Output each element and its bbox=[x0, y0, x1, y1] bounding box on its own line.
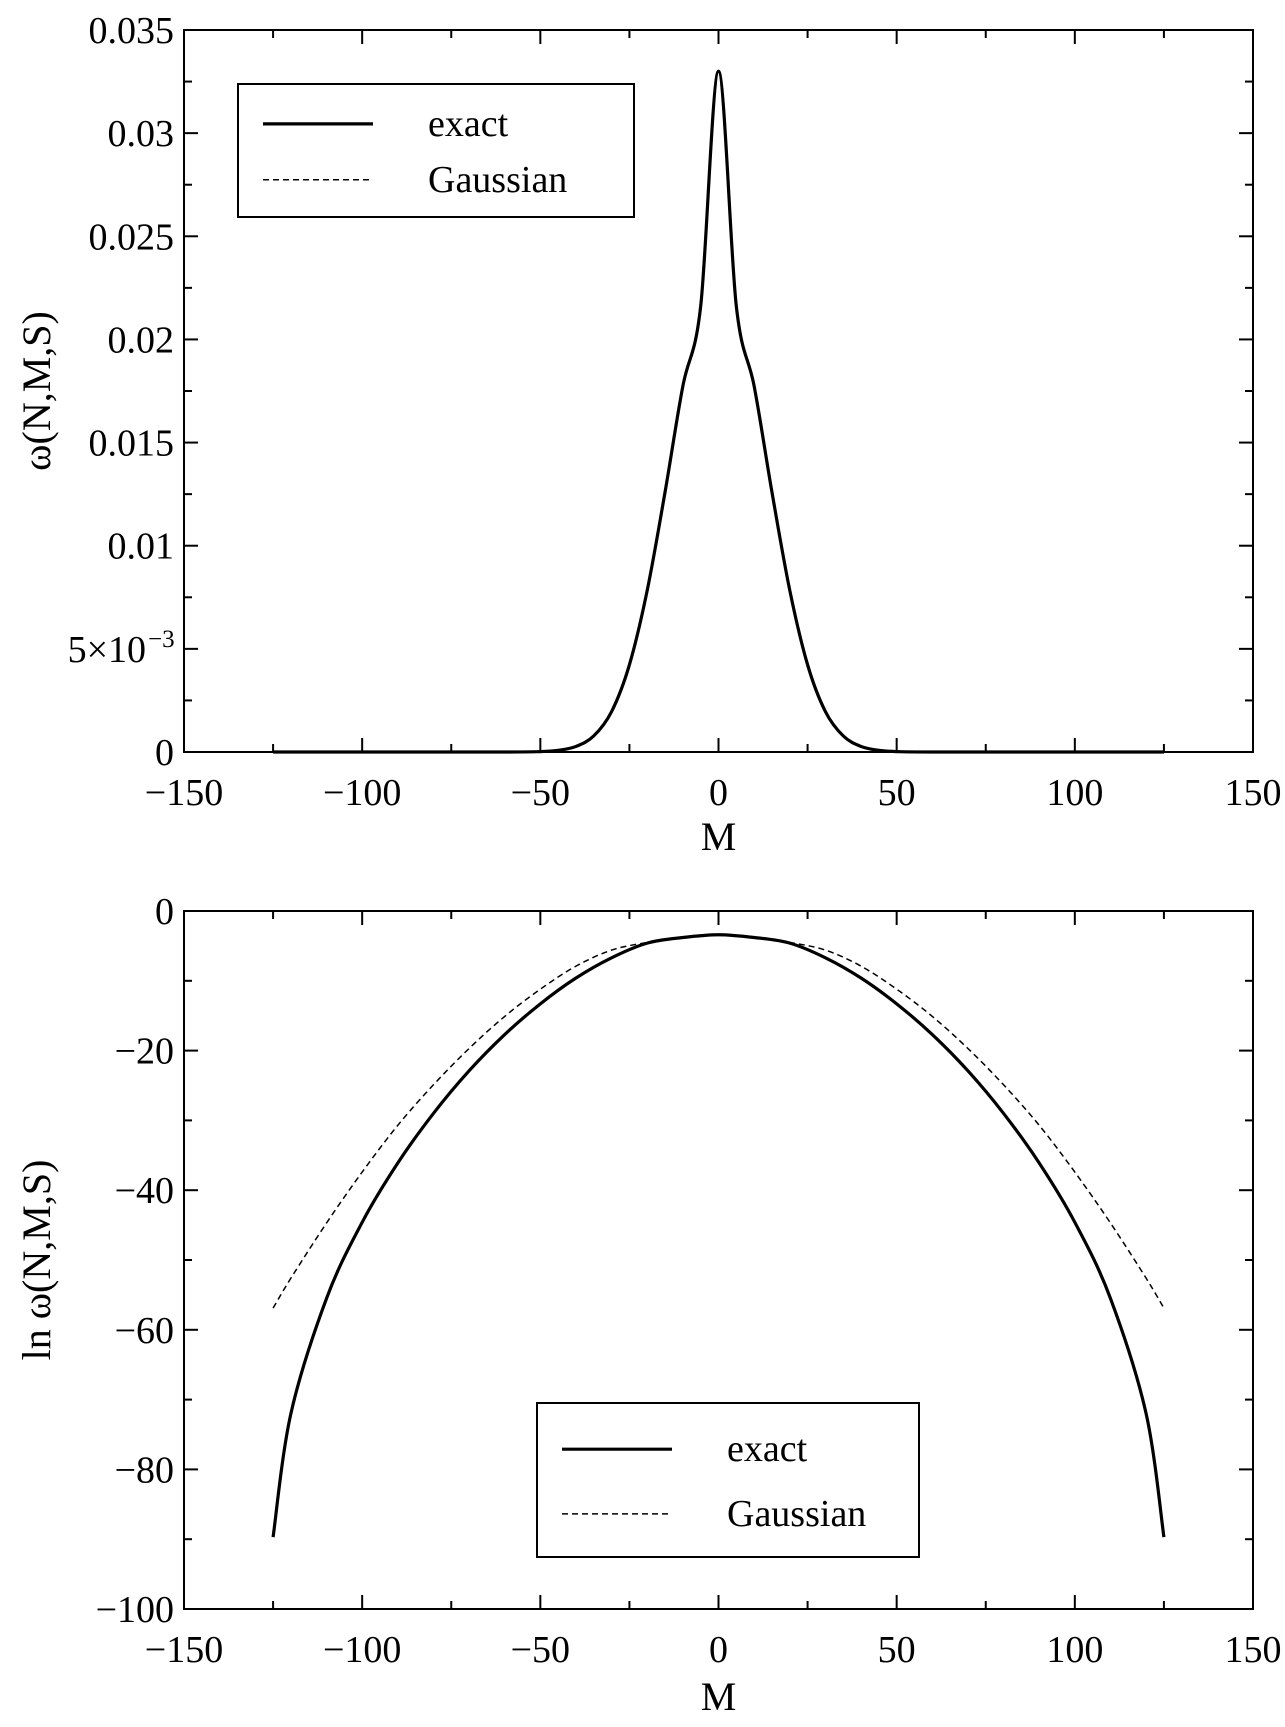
series-line-gaussian bbox=[273, 70, 1164, 753]
y-tick-exponent: −3 bbox=[148, 626, 175, 653]
series-line-exact bbox=[271, 933, 1166, 1538]
x-tick-label: −50 bbox=[511, 772, 570, 814]
legend-label-gaussian: Gaussian bbox=[428, 159, 567, 201]
top-chart-panel: −150 −100 −50 0 50 100 150 0 5×10 −3 0.01 0.015 0.02… bbox=[14, 10, 1282, 859]
legend-box bbox=[237, 83, 635, 218]
x-tick-label: 150 bbox=[1225, 1629, 1282, 1671]
y-tick-label: −60 bbox=[115, 1310, 174, 1352]
x-tick-label: 100 bbox=[1046, 772, 1103, 814]
y-tick-label: −20 bbox=[115, 1031, 174, 1073]
legend-label-gaussian: Gaussian bbox=[727, 1493, 866, 1535]
y-tick-label: 0.035 bbox=[89, 10, 175, 52]
y-axis-label: ω(N,M,S) bbox=[14, 311, 59, 471]
y-tick-label: −40 bbox=[115, 1170, 174, 1212]
x-tick-label: 0 bbox=[709, 1629, 728, 1671]
legend-box bbox=[536, 1402, 920, 1558]
x-tick-label: −150 bbox=[145, 772, 223, 814]
x-tick-label: −50 bbox=[511, 1629, 570, 1671]
y-tick-label: 0.025 bbox=[89, 216, 175, 258]
legend-label-exact: exact bbox=[727, 1428, 808, 1470]
y-tick-label: 0.03 bbox=[108, 113, 175, 155]
x-axis-label: M bbox=[701, 814, 737, 859]
x-tick-label: 100 bbox=[1046, 1629, 1103, 1671]
x-tick-label: −150 bbox=[145, 1629, 223, 1671]
legend-label-exact: exact bbox=[428, 103, 509, 145]
x-tick-label: 150 bbox=[1225, 772, 1282, 814]
y-tick-label: 0 bbox=[155, 732, 174, 774]
x-tick-label: −100 bbox=[323, 1629, 401, 1671]
x-tick-label: 0 bbox=[709, 772, 728, 814]
x-tick-label: 50 bbox=[878, 772, 916, 814]
y-tick-label: −80 bbox=[115, 1449, 174, 1491]
y-tick-label: −100 bbox=[96, 1589, 174, 1631]
bottom-chart-panel: −150 −100 −50 0 50 100 150−100−80−60−40−200Mln… bbox=[14, 891, 1282, 1719]
series-line-gaussian bbox=[272, 933, 1165, 1309]
y-tick-label: 0.01 bbox=[108, 526, 175, 568]
x-tick-label: 50 bbox=[878, 1629, 916, 1671]
y-tick-label: 5×10 bbox=[68, 629, 146, 671]
y-tick-label: 0.015 bbox=[89, 423, 175, 465]
x-tick-label: −100 bbox=[323, 772, 401, 814]
x-axis-label: M bbox=[701, 1674, 737, 1719]
y-tick-label: 0.02 bbox=[108, 319, 175, 361]
y-tick-label: 0 bbox=[155, 891, 174, 933]
y-axis-label: ln ω(N,M,S) bbox=[14, 1160, 59, 1361]
